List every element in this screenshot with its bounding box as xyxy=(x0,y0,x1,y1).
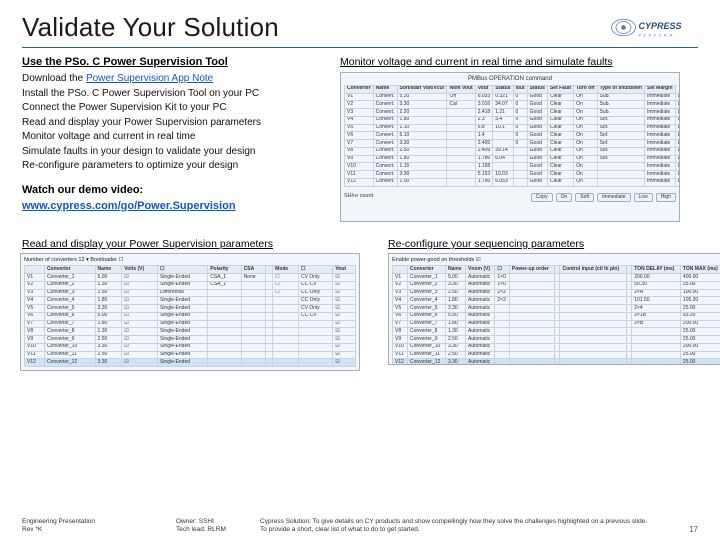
bullet-line: Download the Power Supervision App Note xyxy=(22,72,322,87)
footer-c2b: Tech lead: RLRM xyxy=(176,526,226,533)
footer: Engineering Presentation Rev *K Owner: S… xyxy=(22,518,698,534)
inline-link[interactable]: Power Supervision App Note xyxy=(86,73,213,84)
title-row: Validate Your Solution CYPRESS P E R F O… xyxy=(22,12,698,44)
shot2-ctrl: Number of converters 12 ▾ Bootloader ☐ xyxy=(24,257,356,263)
watch-link[interactable]: www.cypress.com/go/Power.Supervision xyxy=(22,200,236,212)
right-column: Monitor voltage and current in real time… xyxy=(340,56,698,222)
footer-c1a: Engineering Presentation xyxy=(22,518,95,525)
footer-c3a: Cypress Solution: To give details on CY … xyxy=(260,518,647,525)
footer-c1b: Rev *K xyxy=(22,526,42,533)
bullet-line: Simulate faults in your design to valida… xyxy=(22,145,322,160)
mini-button[interactable]: Low xyxy=(634,193,653,203)
bullet-line: Read and display your Power Supervision … xyxy=(22,116,322,131)
bottom-right: Re-configure your sequencing parameters … xyxy=(388,228,720,371)
cypress-logo: CYPRESS P E R F O R M xyxy=(606,14,698,44)
mini-button[interactable]: Immediate xyxy=(597,193,630,203)
page-number: 17 xyxy=(674,525,698,534)
screenshot-sequencing: Enable power-good on thresholds ☑ Conver… xyxy=(388,253,720,365)
shot2-table: ConverterNameVolts (V)☐PolarityCSAMode☐V… xyxy=(24,265,356,367)
watch-label: Watch our demo video: xyxy=(22,184,322,196)
footer-col1b: Owner: SSHI Tech lead: RLRM xyxy=(176,518,246,534)
top-columns: Use the PSo. C Power Supervision Tool Do… xyxy=(22,56,698,222)
shot3-table: ConverterNameVnom (V)☐Power-up orderCont… xyxy=(392,265,720,365)
shot1-sh-label: SH/re count xyxy=(344,193,373,199)
bullet-line: Connect the Power Supervision Kit to you… xyxy=(22,101,322,116)
sub-right-heading: Re-configure your sequencing parameters xyxy=(388,238,720,250)
footer-col2: Cypress Solution: To give details on CY … xyxy=(260,518,660,534)
shot3-ctrl: Enable power-good on thresholds ☑ xyxy=(392,257,720,263)
bullet-line: Install the PSo. C Power Supervision Too… xyxy=(22,87,322,102)
svg-text:P E R F O R M: P E R F O R M xyxy=(639,34,674,38)
right-top-heading: Monitor voltage and current in real time… xyxy=(340,56,698,68)
bottom-left: Read and display your Power Supervision … xyxy=(22,228,370,371)
svg-text:CYPRESS: CYPRESS xyxy=(639,21,682,31)
left-heading: Use the PSo. C Power Supervision Tool xyxy=(22,56,322,68)
shot1-title: PMBus OPERATION command xyxy=(344,76,676,83)
bullet-line: Re-configure parameters to optimize your… xyxy=(22,159,322,174)
left-column: Use the PSo. C Power Supervision Tool Do… xyxy=(22,56,322,222)
mini-button[interactable]: Soft xyxy=(575,193,594,203)
screenshot-read-params: Number of converters 12 ▾ Bootloader ☐ C… xyxy=(20,253,360,371)
mini-button[interactable]: Copy xyxy=(531,193,553,203)
mini-button[interactable]: On xyxy=(556,193,573,203)
bullet-list: Download the Power Supervision App NoteI… xyxy=(22,72,322,174)
mini-button[interactable]: High xyxy=(656,193,676,203)
page-title: Validate Your Solution xyxy=(22,12,279,43)
title-rule xyxy=(22,47,698,48)
slide: Validate Your Solution CYPRESS P E R F O… xyxy=(0,0,720,540)
bullet-line: Monitor voltage and current in real time xyxy=(22,130,322,145)
shot1-buttons: CopyOnSoftImmediate LowHigh xyxy=(531,193,676,203)
screenshot-monitor: PMBus OPERATION command ConverterNameSof… xyxy=(340,72,680,222)
footer-c2a: Owner: SSHI xyxy=(176,518,214,525)
sub-left-heading: Read and display your Power Supervision … xyxy=(22,238,370,250)
bottom-columns: Read and display your Power Supervision … xyxy=(22,228,698,371)
footer-c3b: To provide a short, clear list of what t… xyxy=(260,526,420,533)
shot1-table: ConverterNameSoft/start Volt/VcurNom Vou… xyxy=(344,85,680,187)
footer-col1: Engineering Presentation Rev *K xyxy=(22,518,162,534)
